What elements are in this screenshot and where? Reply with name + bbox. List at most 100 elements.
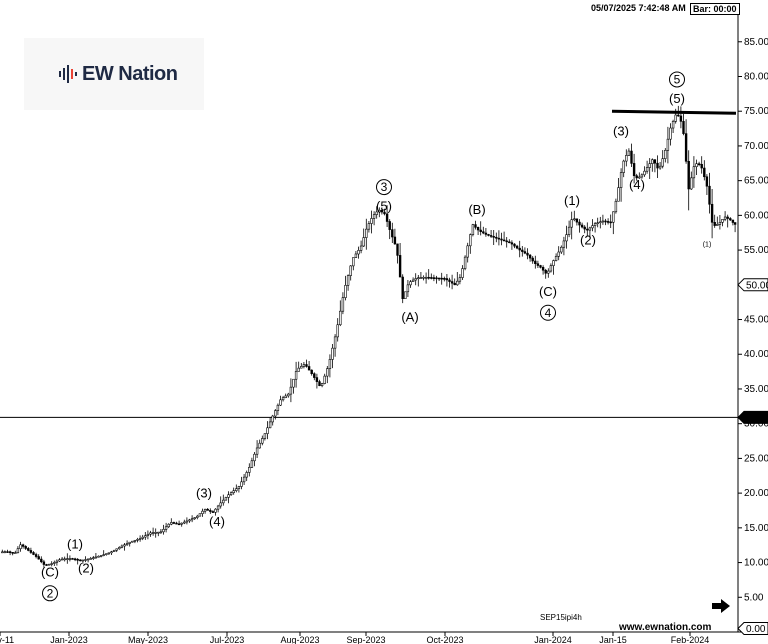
candle [258, 442, 261, 449]
candle [539, 265, 542, 268]
candle [29, 550, 33, 553]
candle [94, 556, 98, 559]
candle [123, 544, 126, 547]
candle [430, 277, 433, 279]
candle [547, 270, 550, 274]
candle [716, 224, 719, 226]
candle [146, 533, 150, 537]
candle [521, 249, 524, 252]
candle [302, 364, 306, 367]
wave-label: (1) [703, 242, 712, 249]
x-tick-label: Aug-2023 [280, 635, 319, 644]
price-tag-label: 50.00 [746, 280, 768, 291]
website-watermark[interactable]: www.ewnation.com [619, 622, 712, 633]
candle [331, 347, 334, 360]
wave-label: (A) [401, 310, 418, 325]
chart-code: SEP15ipi4h [540, 613, 582, 622]
candle [692, 166, 696, 179]
candle [622, 160, 625, 173]
y-tick-label: 40.00 [744, 349, 768, 360]
price-tag-box [737, 410, 768, 424]
candle [71, 558, 74, 560]
wave-label: (B) [468, 202, 485, 217]
candle [157, 531, 160, 534]
candle [76, 559, 79, 561]
x-tick-label: Jul-2023 [210, 635, 245, 644]
candle [323, 375, 326, 384]
candle [656, 162, 659, 169]
candle [120, 545, 124, 548]
candle [284, 395, 287, 399]
candle [606, 221, 610, 223]
candle [526, 252, 529, 256]
candle [409, 281, 412, 286]
candle [466, 245, 469, 258]
timestamp: 05/07/2025 7:42:48 AM [591, 3, 686, 13]
candle [141, 536, 144, 539]
candle [151, 532, 155, 534]
candle [297, 367, 300, 372]
candle [492, 236, 495, 238]
candle [287, 393, 290, 397]
candle [513, 243, 516, 247]
candle [185, 520, 189, 523]
x-tick-label: May-2023 [128, 635, 168, 644]
candle [560, 246, 563, 253]
brand-logo: EW Nation [24, 38, 204, 110]
candle [710, 203, 714, 223]
right-arrow-icon[interactable] [711, 598, 731, 614]
candle [79, 559, 82, 562]
candle [658, 165, 662, 169]
candle [328, 359, 332, 369]
candle [437, 277, 441, 280]
candle [349, 265, 352, 276]
candle [105, 553, 108, 555]
x-tick-label: Feb-2024 [671, 635, 710, 644]
candle [266, 427, 269, 434]
candle [674, 114, 677, 122]
y-tick-label: 60.00 [744, 210, 768, 221]
candle [367, 223, 371, 230]
candle [632, 163, 636, 177]
candle [497, 237, 501, 240]
wave-label: (C) [41, 564, 59, 579]
candle [362, 237, 365, 247]
candle [552, 260, 555, 266]
candle [554, 255, 558, 261]
wave-circle [540, 304, 556, 321]
y-tick-label: 55.00 [744, 245, 768, 256]
candle [354, 253, 358, 258]
candle [92, 557, 95, 559]
candle [591, 225, 594, 229]
candle [664, 150, 667, 159]
candle [45, 564, 48, 566]
y-tick-label: 35.00 [744, 384, 768, 395]
candle [411, 279, 415, 282]
candle [500, 238, 503, 241]
candle [617, 187, 620, 202]
candle [643, 170, 646, 176]
candle [733, 222, 737, 225]
candle [271, 415, 274, 423]
candle [458, 277, 462, 282]
candle [263, 433, 267, 439]
y-tick-label: 65.00 [744, 176, 768, 187]
candle [505, 240, 508, 243]
candle [508, 241, 511, 244]
wave-label: (3) [613, 124, 629, 139]
candle [279, 399, 282, 406]
candle [630, 150, 633, 164]
candle [586, 228, 589, 231]
candle [484, 232, 488, 235]
candle [419, 277, 423, 279]
candle [583, 226, 586, 230]
candle [580, 224, 584, 228]
candle [55, 560, 59, 563]
wave-label: (3) [196, 485, 212, 500]
candle [383, 211, 386, 215]
x-tick-label: Nov-11 [0, 635, 14, 644]
candle [638, 176, 641, 179]
candle [50, 563, 53, 565]
candle [463, 256, 467, 269]
